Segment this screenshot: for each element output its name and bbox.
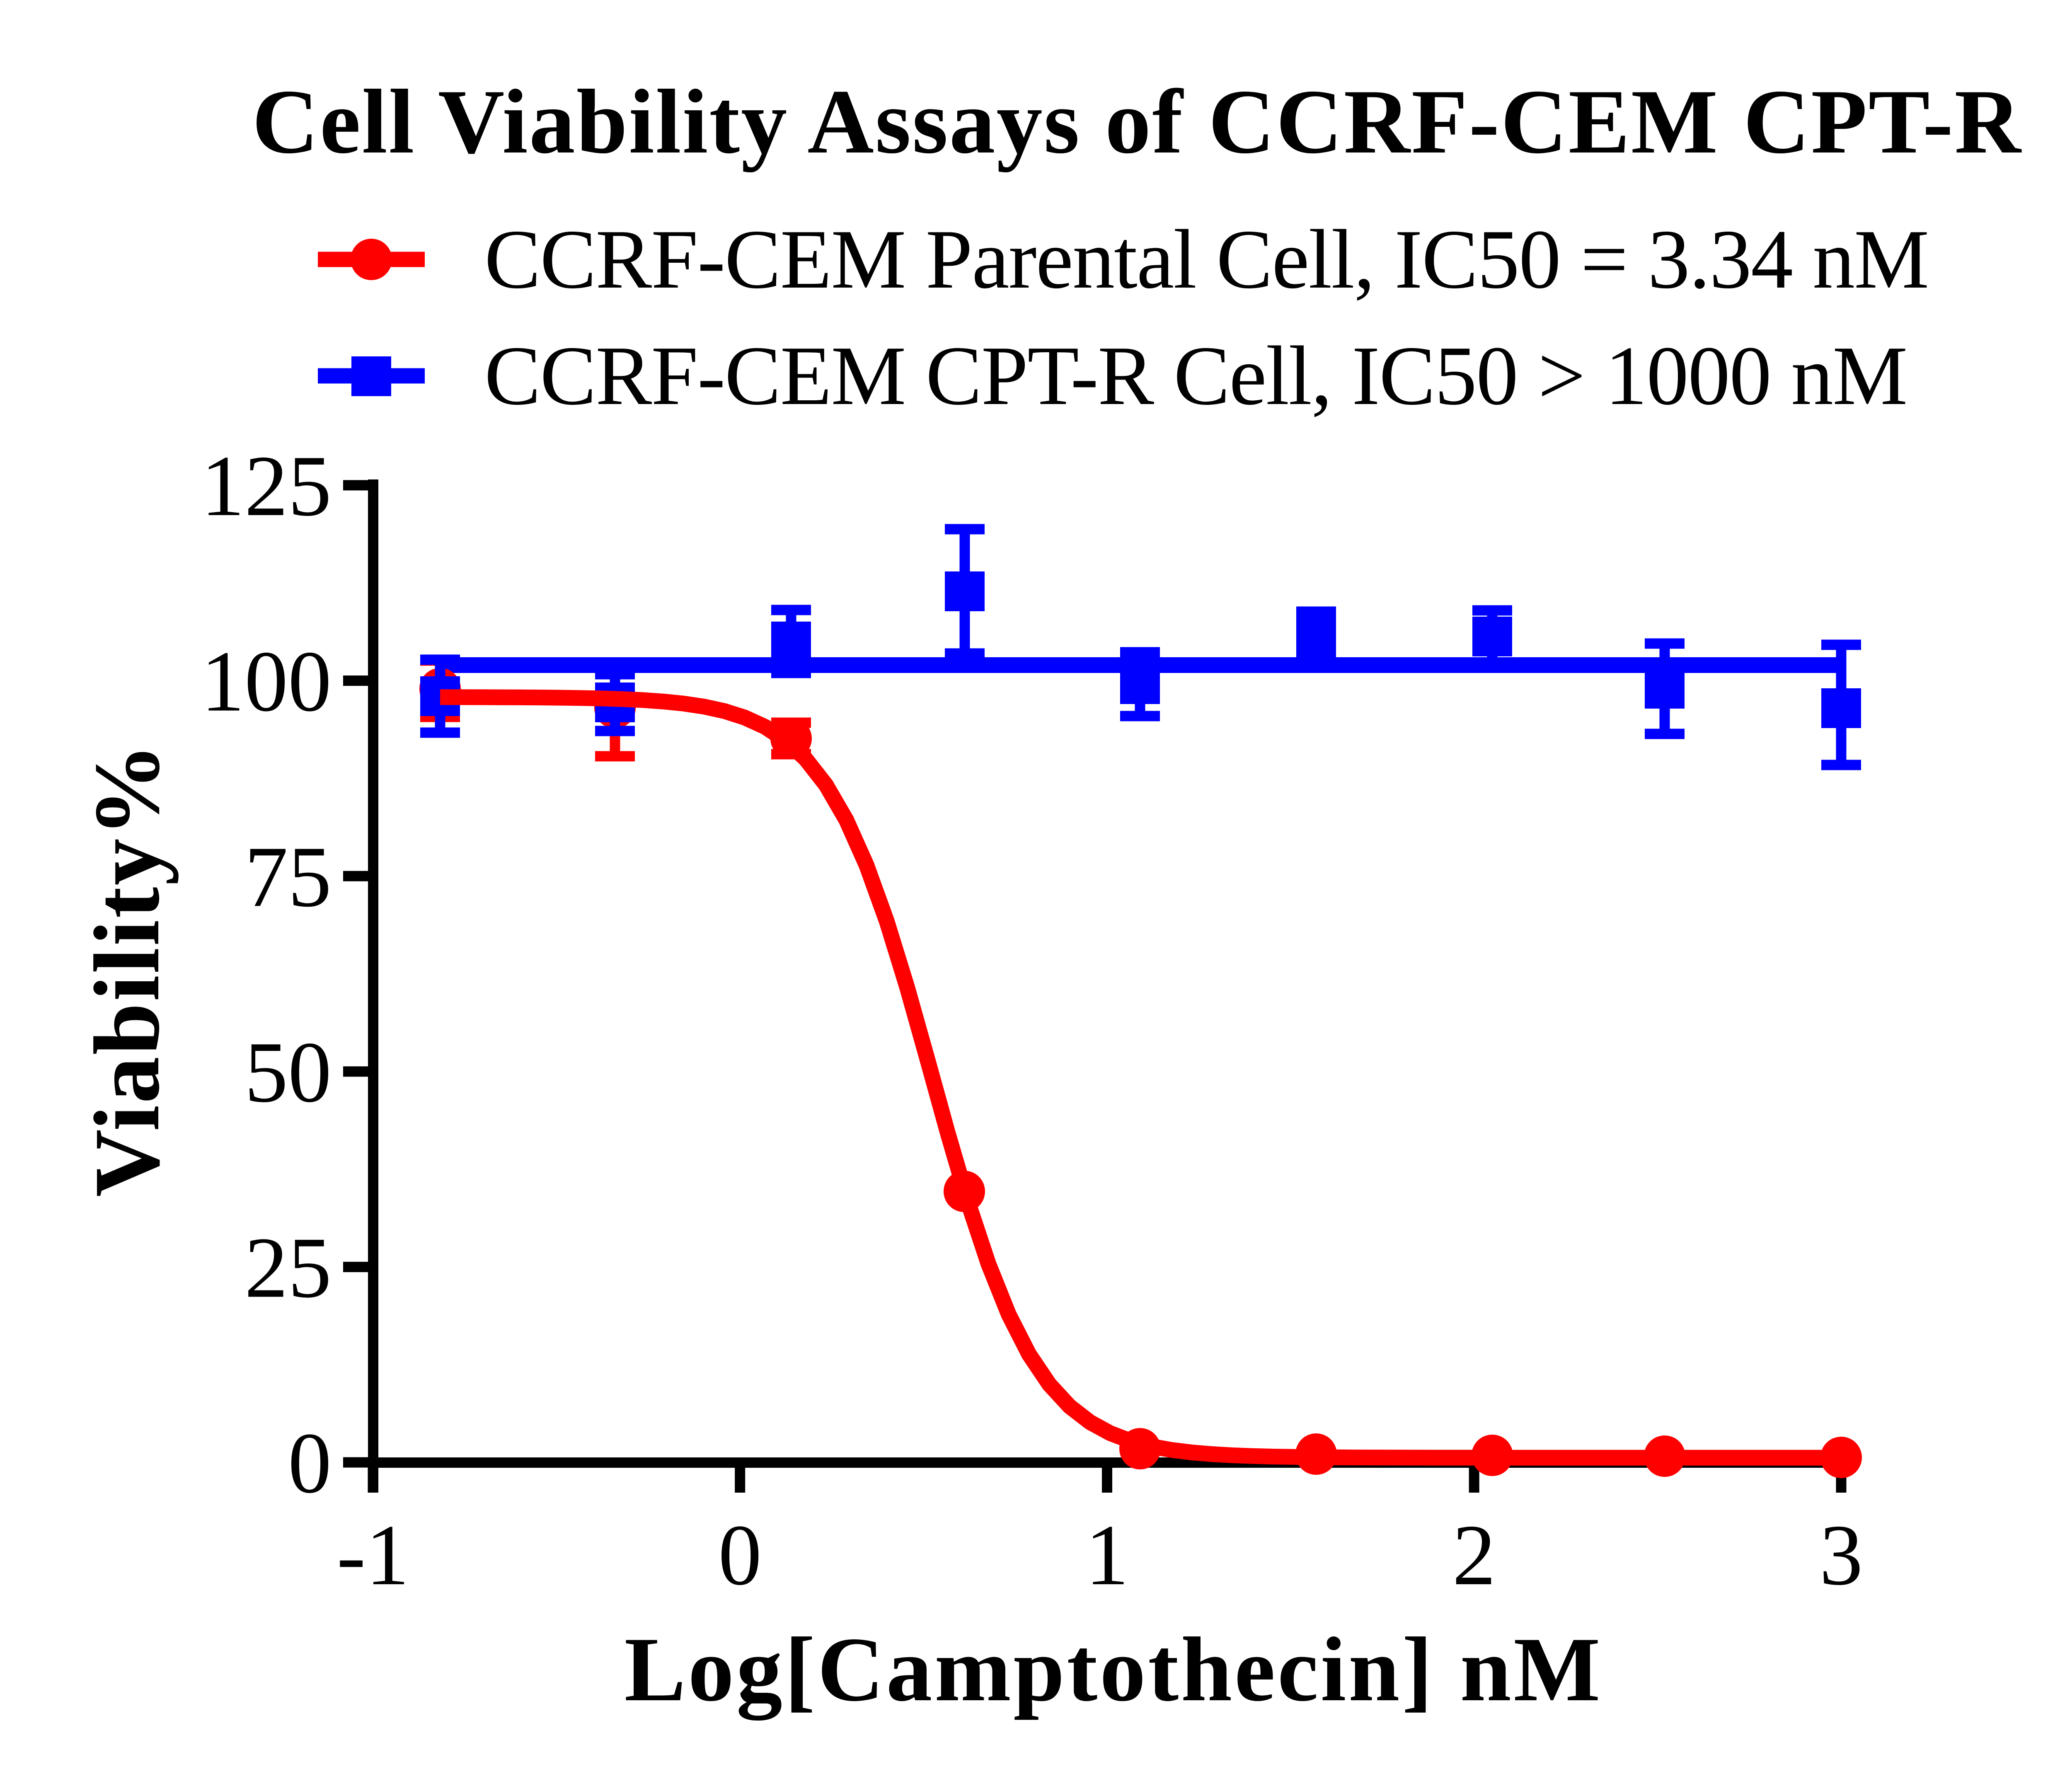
svg-text:125: 125	[201, 438, 332, 534]
svg-text:CCRF-CEM CPT-R Cell, IC50 > 10: CCRF-CEM CPT-R Cell, IC50 > 1000 nM	[484, 329, 1907, 423]
svg-text:1: 1	[1085, 1507, 1129, 1603]
svg-text:100: 100	[201, 634, 332, 730]
svg-text:Log[Camptothecin] nM: Log[Camptothecin] nM	[625, 1619, 1603, 1721]
svg-text:2: 2	[1452, 1507, 1496, 1603]
svg-text:0: 0	[718, 1507, 762, 1603]
svg-text:-1: -1	[337, 1507, 409, 1603]
svg-text:CCRF-CEM Parental Cell, IC50 =: CCRF-CEM Parental Cell, IC50 = 3.34 nM	[484, 213, 1928, 306]
svg-text:Viability%: Viability%	[75, 742, 179, 1197]
svg-text:75: 75	[244, 829, 332, 925]
svg-text:3: 3	[1820, 1507, 1863, 1603]
svg-text:50: 50	[244, 1024, 332, 1121]
svg-text:0: 0	[288, 1415, 332, 1511]
svg-text:25: 25	[244, 1220, 332, 1316]
svg-text:Cell Viability Assays of CCRF-: Cell Viability Assays of CCRF-CEM CPT-R	[252, 71, 2022, 173]
